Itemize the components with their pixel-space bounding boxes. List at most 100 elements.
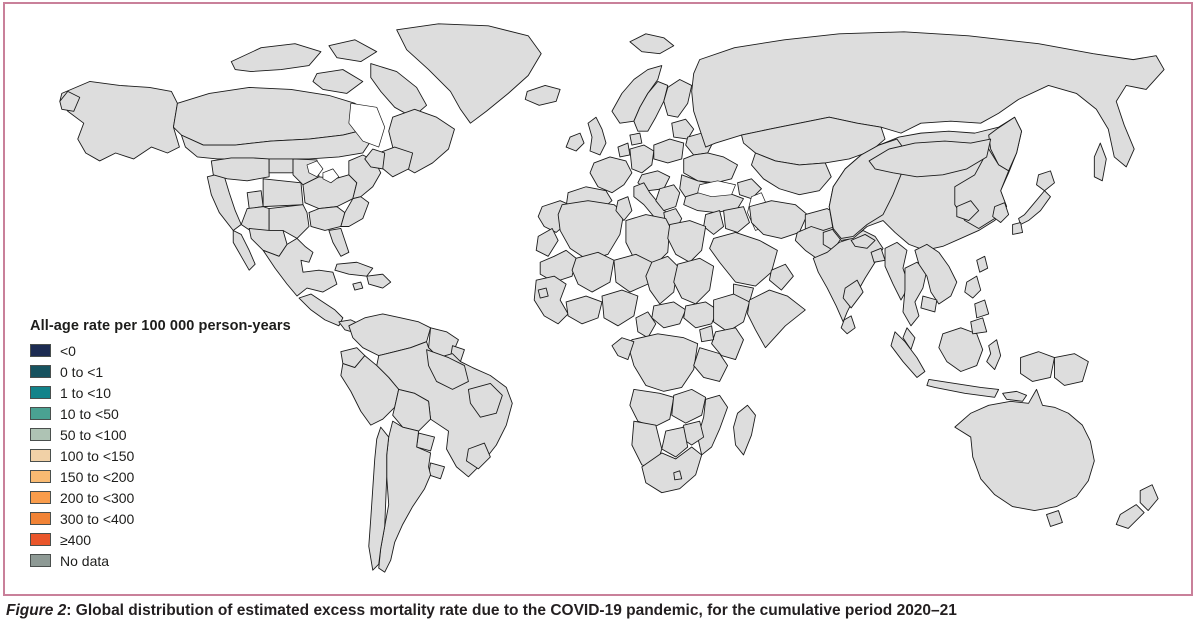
legend-item-4: 50 to <100 <box>30 424 291 445</box>
region-japan-honshu <box>1018 190 1051 225</box>
map-figure: All-age rate per 100 000 person-years <0… <box>3 2 1193 596</box>
legend-label: 100 to <150 <box>60 447 135 464</box>
region-ukraine <box>683 152 738 184</box>
region-usa-southeast <box>308 206 346 231</box>
region-argentina <box>378 420 432 573</box>
region-balkans <box>655 184 681 212</box>
legend-label: 200 to <300 <box>60 489 135 506</box>
region-lesser-sunda <box>1002 390 1028 402</box>
region-uganda <box>699 325 715 343</box>
legend-swatch <box>30 344 51 357</box>
region-nz-north <box>1139 484 1159 512</box>
region-sulawesi <box>986 339 1002 370</box>
region-germany <box>629 144 655 174</box>
region-canada-arctic-2 <box>328 39 378 63</box>
region-usa-west-coast <box>206 172 242 231</box>
legend-label: 50 to <100 <box>60 426 127 443</box>
region-japan-kyushu <box>1012 222 1024 235</box>
legend-label: 0 to <1 <box>60 363 104 380</box>
great-lakes-2 <box>322 168 340 184</box>
region-botswana <box>661 426 689 458</box>
region-niger <box>613 253 653 293</box>
region-usa-new-england <box>364 148 386 170</box>
legend-item-5: 100 to <150 <box>30 445 291 466</box>
region-sri-lanka <box>840 315 856 335</box>
legend-item-8: 300 to <400 <box>30 508 291 529</box>
region-iceland <box>524 85 561 106</box>
region-java <box>926 379 1000 398</box>
region-japan-hokkaido <box>1036 170 1055 192</box>
hudson-bay <box>348 102 386 148</box>
region-chad <box>645 255 679 305</box>
region-congo-gabon <box>611 337 635 361</box>
region-hispaniola <box>366 273 392 289</box>
legend-item-9: ≥400 <box>30 529 291 550</box>
region-sumatra <box>890 331 926 378</box>
legend-swatch <box>30 407 51 420</box>
region-drc <box>629 333 699 392</box>
world-map <box>59 23 1165 573</box>
region-south-korea <box>992 202 1010 223</box>
region-benelux <box>617 142 631 158</box>
region-central-asia <box>751 152 832 196</box>
region-nepal <box>850 233 876 249</box>
legend-swatch <box>30 533 51 546</box>
region-usa-north-dakota <box>268 158 294 174</box>
legend-label: 150 to <200 <box>60 468 135 485</box>
region-caucasus <box>737 178 762 200</box>
region-saudi <box>709 232 778 287</box>
region-sudan <box>673 257 715 305</box>
region-angola <box>629 388 675 428</box>
black-sea <box>697 180 736 198</box>
region-ivory-ghana <box>565 295 603 325</box>
region-zambia <box>671 388 707 424</box>
region-west-africa-coast <box>533 275 569 325</box>
region-tanzania <box>693 347 729 382</box>
legend-swatch <box>30 428 51 441</box>
legend-label: 10 to <50 <box>60 405 119 422</box>
legend-item-0: <0 <box>30 340 291 361</box>
region-alaska <box>59 81 180 162</box>
region-australia <box>954 388 1095 512</box>
region-svalbard <box>629 33 675 55</box>
region-algeria <box>557 200 625 261</box>
legend-label: 300 to <400 <box>60 510 135 527</box>
region-india <box>812 230 884 323</box>
region-usa-se-coast <box>340 196 370 227</box>
legend-item-2: 1 to <10 <box>30 382 291 403</box>
region-western-sahara <box>535 228 559 257</box>
legend-item-7: 200 to <300 <box>30 487 291 508</box>
region-taiwan <box>976 255 989 273</box>
legend-swatch <box>30 365 51 378</box>
region-canada-arctic-3 <box>312 69 364 94</box>
region-denmark <box>629 132 643 146</box>
region-south-sudan <box>683 301 719 329</box>
region-png <box>1054 353 1089 386</box>
region-cameroon <box>635 311 657 339</box>
figure-label: Figure 2 <box>6 602 67 619</box>
region-mexico-main <box>262 237 338 297</box>
legend-label: ≥400 <box>60 531 92 548</box>
region-libya <box>625 214 671 267</box>
region-uk <box>587 116 607 156</box>
figure-caption: Figure 2: Global distribution of estimat… <box>6 602 957 620</box>
region-chile <box>368 426 390 571</box>
region-levant <box>703 210 725 235</box>
legend-swatch <box>30 554 51 567</box>
map-legend: All-age rate per 100 000 person-years <0… <box>30 318 291 571</box>
legend-swatch <box>30 512 51 525</box>
region-norway <box>611 65 663 124</box>
legend-title: All-age rate per 100 000 person-years <box>30 318 291 334</box>
region-alaska-west <box>59 90 81 112</box>
region-borneo <box>938 327 984 372</box>
region-south-africa <box>641 446 703 494</box>
legend-swatch <box>30 491 51 504</box>
legend-label: <0 <box>60 342 76 359</box>
region-russia <box>691 31 1165 168</box>
region-canada-arctic-1 <box>230 43 322 72</box>
region-canada-arctic-4 <box>370 63 428 118</box>
region-france <box>589 156 633 194</box>
region-usa-northwest <box>210 157 270 182</box>
region-iraq <box>723 206 750 233</box>
region-uruguay <box>428 462 445 480</box>
